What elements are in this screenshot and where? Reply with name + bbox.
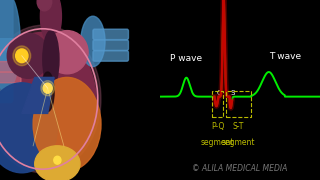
Ellipse shape [0, 0, 20, 91]
FancyBboxPatch shape [93, 29, 128, 40]
FancyBboxPatch shape [0, 39, 24, 50]
Circle shape [54, 156, 61, 164]
Ellipse shape [0, 32, 96, 169]
Circle shape [43, 83, 52, 93]
FancyBboxPatch shape [0, 50, 24, 61]
Ellipse shape [46, 31, 88, 74]
Text: S-T: S-T [233, 122, 244, 131]
Ellipse shape [33, 77, 101, 171]
Ellipse shape [43, 31, 59, 88]
Text: P wave: P wave [170, 53, 203, 62]
Text: T wave: T wave [269, 52, 301, 61]
Circle shape [13, 46, 31, 66]
FancyBboxPatch shape [93, 40, 128, 50]
Text: S: S [231, 90, 235, 96]
Text: segment: segment [201, 138, 235, 147]
Polygon shape [22, 77, 54, 113]
Text: segment: segment [221, 138, 255, 147]
Ellipse shape [81, 16, 105, 67]
FancyBboxPatch shape [0, 72, 21, 83]
Ellipse shape [40, 0, 61, 43]
Ellipse shape [0, 25, 101, 173]
Text: Q: Q [216, 90, 221, 96]
Circle shape [16, 49, 28, 63]
Text: P-Q: P-Q [211, 122, 224, 131]
Ellipse shape [37, 0, 52, 11]
Text: © ALILA MEDICAL MEDIA: © ALILA MEDICAL MEDIA [192, 164, 288, 173]
FancyBboxPatch shape [0, 0, 13, 103]
Bar [226, 91, 251, 118]
FancyBboxPatch shape [93, 51, 128, 61]
FancyBboxPatch shape [0, 62, 21, 72]
Bar [212, 91, 223, 118]
Circle shape [41, 81, 54, 96]
Ellipse shape [41, 72, 54, 112]
Ellipse shape [35, 146, 80, 180]
Ellipse shape [0, 83, 57, 173]
Ellipse shape [7, 33, 49, 78]
